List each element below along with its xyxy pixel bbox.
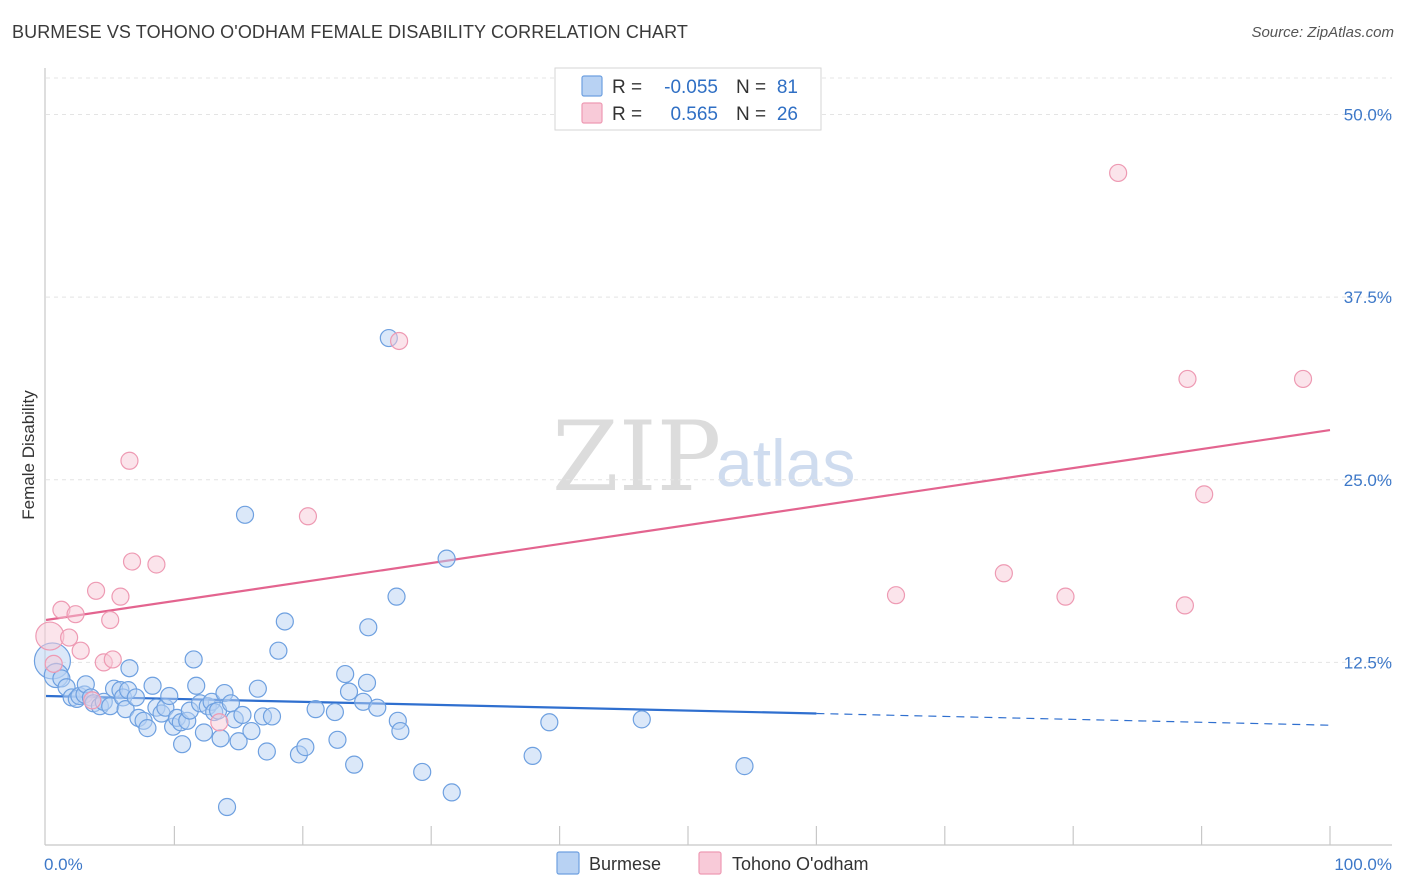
legend-r-label-burmese: R = xyxy=(612,77,642,98)
y-tick-label: 50.0% xyxy=(1344,106,1392,125)
tohono-point xyxy=(1109,163,1128,183)
burmese-point xyxy=(242,721,261,741)
burmese-point xyxy=(194,723,214,742)
watermark: ZIP atlas xyxy=(552,401,855,513)
burmese-point xyxy=(357,673,377,692)
tohono-point xyxy=(147,555,166,574)
burmese-point xyxy=(262,707,282,726)
burmese-point xyxy=(229,732,248,751)
tohono-point xyxy=(122,552,142,571)
tohono-point xyxy=(35,621,65,651)
burmese-point xyxy=(116,700,135,719)
tohono-point xyxy=(994,564,1013,583)
series-legend-swatch-burmese xyxy=(556,851,580,875)
tohono-point xyxy=(60,628,79,647)
burmese-point xyxy=(233,705,252,725)
legend-n-label-burmese: N = xyxy=(736,77,766,98)
burmese-point xyxy=(235,505,255,524)
burmese-point xyxy=(387,587,406,606)
correlation-legend: R = -0.055 N = 81 R = 0.565 N = 26 xyxy=(554,67,822,131)
burmese-point xyxy=(339,682,359,701)
data-points xyxy=(33,163,1313,817)
burmese-point xyxy=(257,742,276,761)
burmese-point xyxy=(306,700,325,719)
tohono-point xyxy=(66,605,85,624)
burmese-point xyxy=(325,702,344,722)
burmese-point xyxy=(735,757,754,776)
series-legend: Burmese Tohono O'odham xyxy=(556,851,869,875)
gridlines xyxy=(46,77,1392,663)
legend-swatch-burmese xyxy=(581,75,603,97)
tohono-point xyxy=(298,507,318,526)
tohono-point xyxy=(44,654,63,673)
tohono-point xyxy=(101,610,120,630)
tohono-point xyxy=(1056,587,1075,606)
burmese-point xyxy=(120,659,139,678)
axes xyxy=(44,68,1392,846)
burmese-point xyxy=(296,738,315,757)
burmese-point xyxy=(187,676,206,695)
burmese-point xyxy=(413,762,432,782)
burmese-point xyxy=(173,735,192,754)
burmese-point xyxy=(632,710,651,729)
burmese-point xyxy=(275,612,294,631)
burmese-point xyxy=(143,676,162,695)
series-legend-label-burmese: Burmese xyxy=(589,854,661,874)
tohono-point xyxy=(1195,485,1214,504)
burmese-point xyxy=(359,618,378,637)
y-tick-label: 12.5% xyxy=(1344,653,1392,672)
series-legend-label-tohono: Tohono O'odham xyxy=(732,854,869,874)
series-legend-swatch-tohono xyxy=(698,851,722,875)
burmese-trend-extension xyxy=(816,712,1331,726)
burmese-point xyxy=(138,719,157,738)
burmese-point xyxy=(368,698,387,717)
y-tick-label: 37.5% xyxy=(1344,288,1392,307)
watermark-atlas-text: atlas xyxy=(716,426,855,500)
source-label: Source: ZipAtlas.com xyxy=(1251,24,1394,41)
tohono-point xyxy=(86,581,106,600)
legend-r-value-tohono: 0.565 xyxy=(670,104,718,125)
tohono-point xyxy=(210,713,229,732)
burmese-point xyxy=(328,730,347,749)
tohono-point xyxy=(103,650,122,669)
burmese-point xyxy=(184,650,203,669)
burmese-point xyxy=(336,664,355,684)
tohono-point xyxy=(71,641,90,660)
burmese-point xyxy=(160,686,179,706)
y-axis-title: Female Disability xyxy=(19,390,38,520)
burmese-point xyxy=(211,729,230,748)
burmese-point xyxy=(523,746,542,765)
legend-n-value-tohono: 26 xyxy=(777,104,798,125)
burmese-point xyxy=(217,797,237,817)
tohono-trend-line xyxy=(45,429,1331,622)
legend-n-label-tohono: N = xyxy=(736,104,766,125)
tohono-point xyxy=(120,451,139,470)
y-tick-label: 25.0% xyxy=(1344,471,1392,490)
axis-labels: 12.5% 25.0% 37.5% 50.0% 0.0% 100.0% xyxy=(44,106,1392,874)
tohono-point xyxy=(1293,369,1313,389)
burmese-point xyxy=(437,549,456,568)
chart-title: BURMESE VS TOHONO O'ODHAM FEMALE DISABIL… xyxy=(12,22,688,42)
tohono-point xyxy=(390,331,409,351)
tohono-point xyxy=(111,587,130,606)
burmese-point xyxy=(442,783,461,802)
burmese-point xyxy=(126,688,145,707)
tohono-point xyxy=(83,691,102,710)
legend-r-value-burmese: -0.055 xyxy=(664,77,718,98)
burmese-point xyxy=(345,755,364,774)
burmese-point xyxy=(540,713,559,732)
x-tick-label-max: 100.0% xyxy=(1334,855,1392,874)
x-tick-label-min: 0.0% xyxy=(44,855,83,874)
legend-n-value-burmese: 81 xyxy=(777,77,798,98)
burmese-point xyxy=(248,679,267,698)
tohono-point xyxy=(1178,369,1197,389)
watermark-zip-text: ZIP xyxy=(552,401,721,513)
tohono-point xyxy=(886,586,906,605)
tohono-point xyxy=(1175,596,1195,615)
legend-r-label-tohono: R = xyxy=(612,104,642,125)
legend-swatch-tohono xyxy=(581,102,603,124)
burmese-point xyxy=(269,641,288,660)
burmese-point xyxy=(391,721,410,741)
